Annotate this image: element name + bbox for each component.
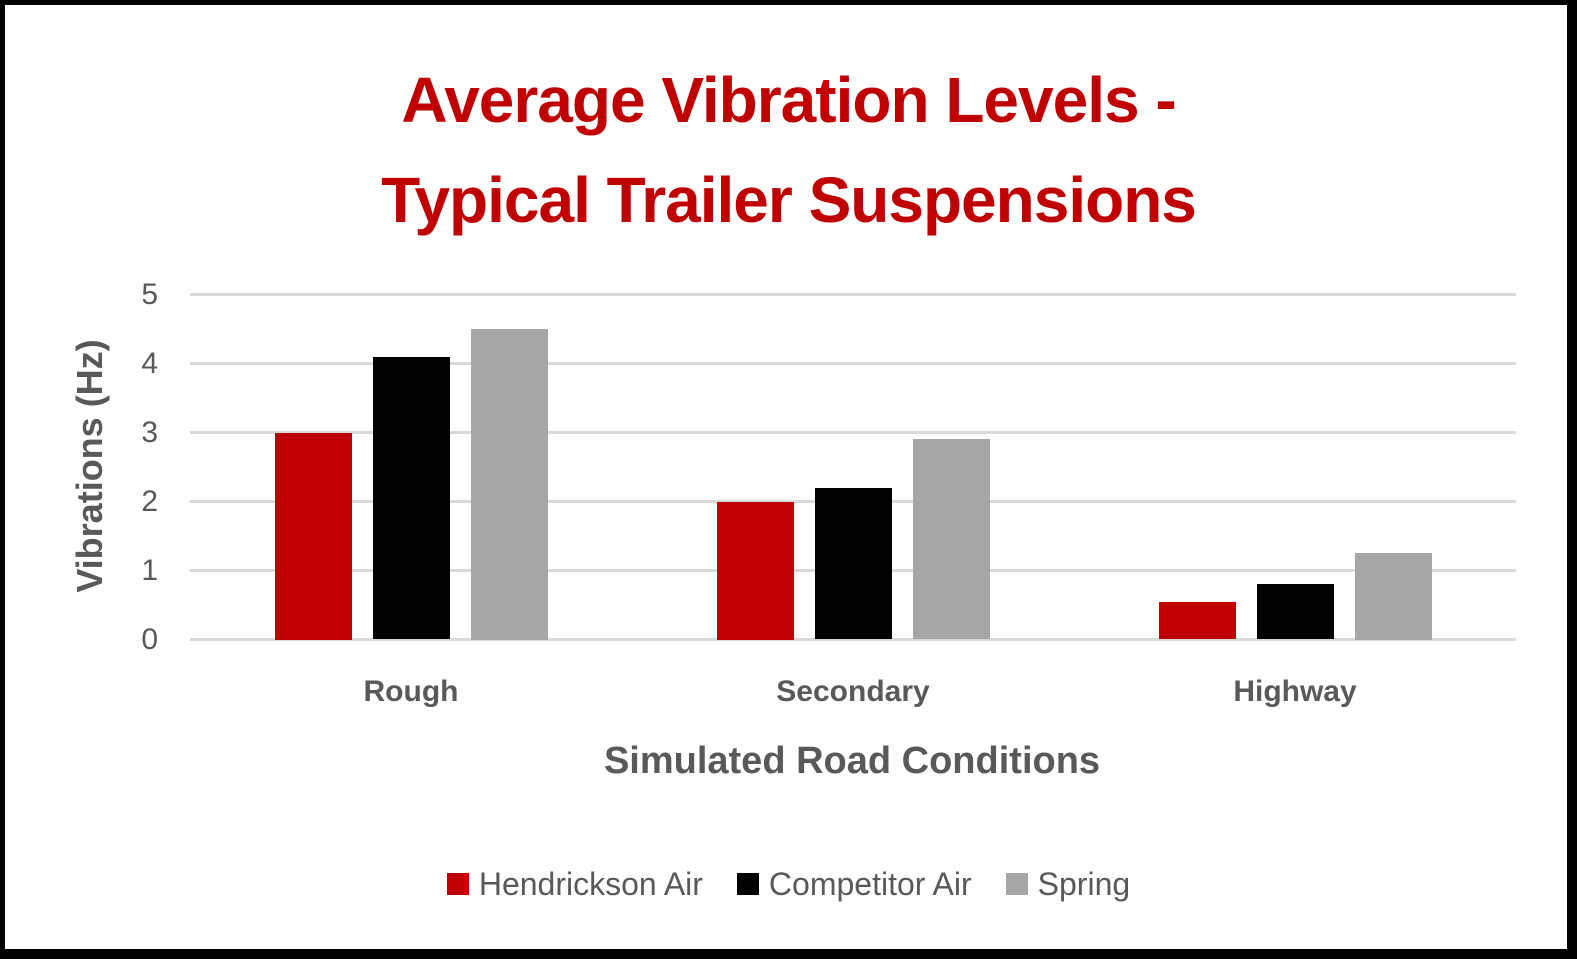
bar-hendrickson-air-secondary — [716, 501, 794, 640]
legend-label-competitor-air: Competitor Air — [768, 866, 972, 902]
legend-label-hendrickson-air: Hendrickson Air — [478, 866, 703, 902]
legend-item-competitor-air: Competitor Air — [736, 864, 972, 904]
chart-title-line-1: Average Vibration Levels - — [401, 64, 1176, 136]
bar-competitor-air-rough — [372, 356, 450, 640]
bar-hendrickson-air-rough — [274, 432, 352, 640]
chart-title-line-2: Typical Trailer Suspensions — [381, 164, 1197, 236]
legend-swatch-spring — [1005, 873, 1028, 895]
gridline-3 — [190, 431, 1516, 434]
legend-label-spring: Spring — [1037, 866, 1131, 902]
x-tick-secondary: Secondary — [776, 675, 930, 708]
legend-item-spring: Spring — [1005, 864, 1131, 904]
legend: Hendrickson Air Competitor Air Spring — [0, 864, 1577, 904]
bar-spring-rough — [470, 329, 548, 640]
chart-area — [5, 5, 1567, 949]
gridline-0 — [190, 638, 1516, 641]
gridline-4 — [190, 362, 1516, 365]
chart-title: Average Vibration Levels - Typical Trail… — [0, 50, 1577, 250]
gridline-5 — [190, 293, 1516, 296]
y-tick-5: 5 — [141, 278, 158, 311]
legend-swatch-competitor-air — [736, 873, 759, 895]
x-tick-rough: Rough — [363, 675, 459, 708]
y-axis-label: Vibrations (Hz) — [69, 339, 110, 593]
x-tick-highway: Highway — [1233, 675, 1357, 708]
y-tick-0: 0 — [141, 623, 158, 656]
bar-competitor-air-highway — [1256, 584, 1334, 640]
bar-spring-highway — [1354, 553, 1432, 640]
y-tick-2: 2 — [141, 485, 158, 518]
legend-item-hendrickson-air: Hendrickson Air — [446, 864, 703, 904]
x-axis-label: Simulated Road Conditions — [603, 740, 1101, 782]
legend-swatch-hendrickson-air — [446, 873, 469, 895]
bar-hendrickson-air-highway — [1158, 601, 1236, 640]
bar-spring-secondary — [912, 439, 990, 640]
y-tick-1: 1 — [141, 554, 158, 587]
y-tick-4: 4 — [141, 347, 158, 380]
bar-competitor-air-secondary — [814, 487, 892, 640]
y-tick-3: 3 — [141, 416, 158, 449]
